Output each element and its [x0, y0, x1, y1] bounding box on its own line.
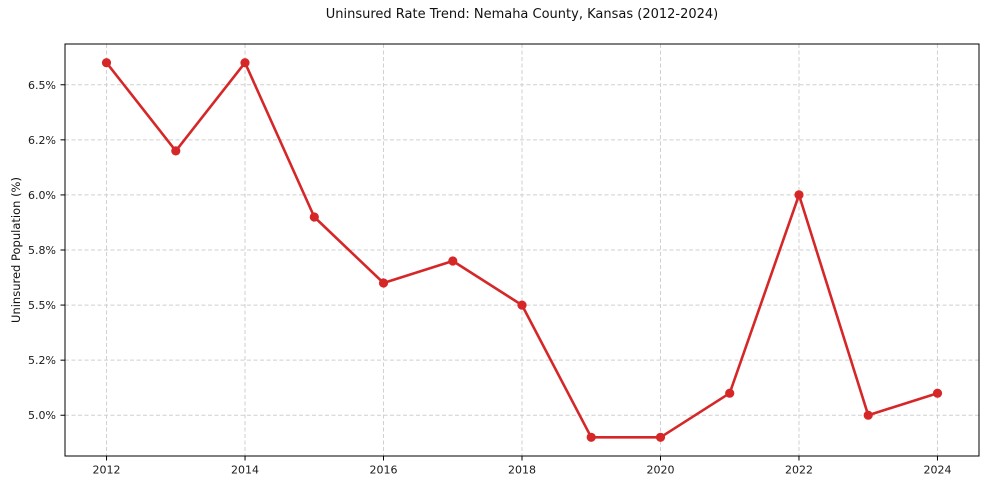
y-tick-label: 5.0% [28, 409, 56, 422]
y-tick-label: 6.2% [28, 134, 56, 147]
data-point-2017 [448, 256, 458, 266]
data-point-2014 [240, 58, 250, 68]
data-point-2020 [655, 432, 666, 442]
y-tick-label: 6.0% [28, 189, 56, 202]
data-point-2023 [863, 410, 873, 420]
data-point-2013 [171, 146, 181, 156]
y-tick-label: 5.5% [28, 299, 56, 312]
y-axis-label: Uninsured Population (%) [9, 177, 23, 323]
y-tick-label: 5.8% [28, 244, 56, 257]
chart-title: Uninsured Rate Trend: Nemaha County, Kan… [325, 7, 719, 22]
data-point-2016 [378, 278, 389, 288]
data-point-2022 [794, 190, 804, 200]
y-tick-label: 6.5% [28, 79, 56, 92]
x-tick-label: 2012 [93, 464, 121, 477]
y-tick-label: 5.2% [28, 354, 56, 367]
tick-labels: 2012 2014 2016 2018 2020 2022 2024 5.0% 5.2% 5.5%… [28, 79, 951, 477]
data-point-2021 [725, 388, 735, 398]
data-point-2015 [309, 212, 319, 222]
data-point-2024 [932, 388, 943, 398]
data-point-2018 [517, 300, 527, 310]
data-point-2012 [101, 58, 112, 68]
data-point-2019 [586, 432, 596, 442]
x-tick-label: 2020 [646, 464, 674, 477]
x-tick-label: 2016 [370, 464, 398, 477]
x-tick-label: 2024 [923, 464, 951, 477]
x-tick-label: 2014 [231, 464, 259, 477]
x-tick-label: 2018 [508, 464, 536, 477]
grid-lines [65, 44, 979, 456]
tick-marks [60, 84, 938, 461]
data-points [101, 58, 943, 442]
x-tick-label: 2022 [785, 464, 813, 477]
